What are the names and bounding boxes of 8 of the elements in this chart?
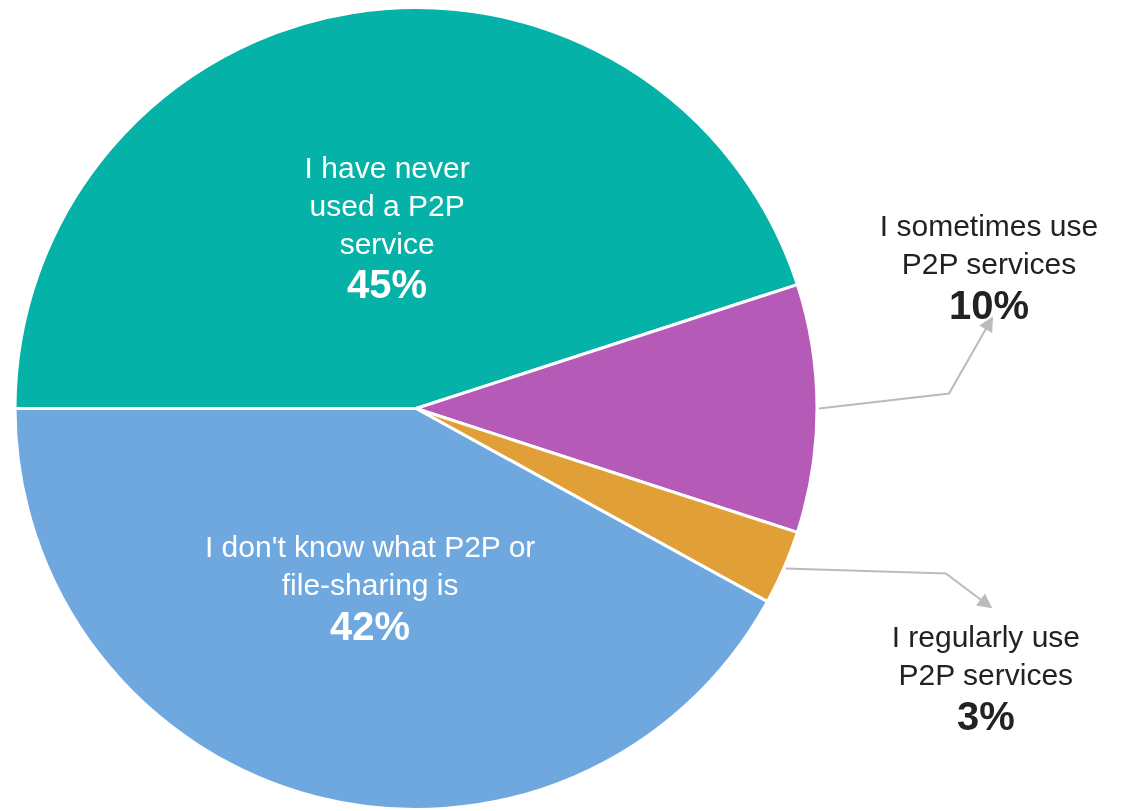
slice-label: I have never used a P2P service xyxy=(304,150,470,260)
slice-label: I sometimes use P2P services xyxy=(879,208,1099,280)
data-label: 3% xyxy=(956,693,1015,738)
data-label: 42% xyxy=(330,604,411,649)
slice-label: I regularly use P2P services xyxy=(891,619,1081,691)
data-label: 45% xyxy=(347,262,428,307)
data-label: 10% xyxy=(948,282,1030,327)
slice-label: I don't know what P2P or file-sharing is xyxy=(204,530,536,602)
